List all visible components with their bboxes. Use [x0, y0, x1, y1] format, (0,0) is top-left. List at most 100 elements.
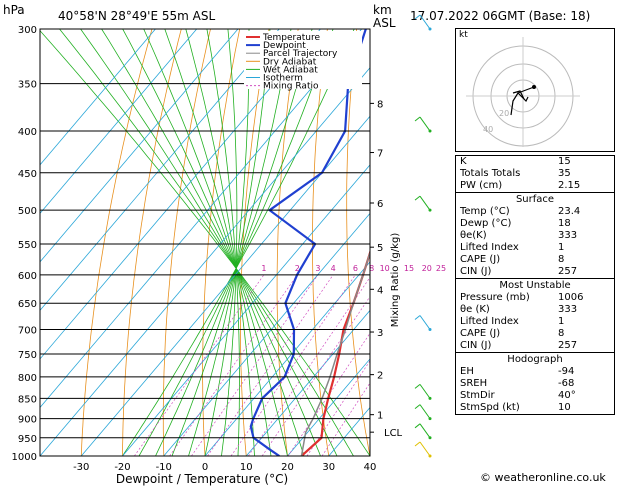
temperature-tick-label: 30 [322, 462, 335, 473]
wet-adiabat [171, 29, 292, 456]
index-value: 8 [558, 254, 565, 265]
wind-barb-flag [414, 195, 421, 201]
legend-label: Dry Adiabat [263, 57, 317, 67]
legend-label: Parcel Trajectory [263, 49, 338, 59]
index-label: Totals Totals [460, 168, 521, 179]
index-label: PW (cm) [460, 180, 503, 191]
pressure-tick-label: 700 [18, 326, 37, 337]
mixing-ratio-line [287, 332, 370, 456]
wind-barb-dot [428, 328, 432, 332]
index-row: Dewp (°C) 18 [456, 218, 614, 230]
isotherm [40, 29, 363, 409]
mixing-ratio-line [169, 274, 298, 456]
plot-area: 3003504004505005506006507007508008509009… [12, 14, 446, 473]
index-label: StmDir [460, 390, 495, 401]
mixing-ratio-label: 25 [436, 264, 446, 273]
mixing-ratio-label: 3 [315, 264, 320, 273]
wet-adiabat [188, 29, 271, 456]
wind-barb-flag [414, 441, 421, 447]
km-tick-label: 7 [377, 149, 383, 160]
index-row: StmSpd (kt) 10 [456, 402, 614, 414]
legend-label: Mixing Ratio [263, 82, 319, 92]
index-row: CIN (J) 257 [456, 340, 614, 352]
index-value: 1 [558, 316, 565, 327]
pressure-tick-label: 350 [18, 80, 37, 91]
series-line-parcel-trajectory [300, 250, 370, 456]
isotherm [122, 164, 370, 456]
pressure-tick-label: 550 [18, 240, 37, 251]
index-row: StmDir 40° [456, 390, 614, 402]
km-tick-label: 6 [377, 199, 383, 210]
index-value: -94 [558, 366, 575, 377]
index-label: Temp (°C) [460, 206, 510, 217]
mixing-ratio-label: 4 [331, 264, 336, 273]
hodograph-ring-label: 40 [483, 125, 493, 134]
temperature-tick-label: 20 [281, 462, 294, 473]
wind-barb [419, 195, 431, 211]
location-label: 40°58'N 28°49'E 55m ASL [58, 9, 215, 23]
wind-barb [419, 423, 431, 439]
temperature-tick-label: 0 [202, 462, 208, 473]
index-value: 2.15 [558, 180, 581, 191]
temperature-tick-label: 40 [364, 462, 377, 473]
datetime-label: 17.07.2022 06GMT (Base: 18) [410, 9, 590, 23]
temperature-tick-label: -10 [156, 462, 172, 473]
mixing-ratio-label: 15 [404, 264, 414, 273]
mixing-ratio-label: 8 [369, 264, 374, 273]
legend-box [244, 31, 362, 89]
wet-adiabat [80, 29, 338, 456]
wind-barb [419, 441, 431, 457]
index-row: Lifted Index 1 [456, 242, 614, 254]
wind-barb [419, 404, 431, 419]
hodograph-storm-vector [517, 86, 535, 94]
km-tick-label: 8 [377, 99, 383, 110]
mixing-ratio-line [207, 274, 334, 456]
hodograph-trace-2 [512, 90, 525, 100]
index-row: Totals Totals 35 [456, 168, 614, 180]
wet-adiabat [122, 29, 305, 456]
mixing-ratio-label: 6 [353, 264, 358, 273]
legend-label: Wet Adiabat [263, 65, 318, 75]
isotherm [40, 29, 280, 312]
isotherm [163, 212, 370, 456]
wind-barb-dot [428, 454, 432, 458]
wind-barb [419, 116, 431, 132]
height-unit-label: km [373, 3, 392, 17]
hodograph-panel: kt 20 40 [455, 28, 615, 152]
mixing-ratio-line [134, 274, 265, 456]
km-tick-label: 5 [377, 243, 383, 254]
isotherm [245, 309, 370, 456]
km-tick-label: 1 [377, 411, 383, 422]
pressure-tick-label: 950 [18, 434, 37, 445]
index-value: 40° [558, 390, 576, 401]
pressure-tick-label: 450 [18, 169, 37, 180]
mixing-ratio-line [261, 295, 370, 456]
wind-barb [419, 14, 431, 30]
wind-barb-flag [414, 315, 421, 320]
isotherm [287, 358, 370, 456]
pressure-tick-label: 1000 [12, 452, 37, 463]
section-title: Hodograph [456, 352, 614, 366]
index-value: 23.4 [558, 206, 581, 217]
isotherm [204, 261, 370, 456]
wet-adiabat [155, 29, 313, 456]
index-label: CIN (J) [460, 340, 492, 351]
mixing-ratio-label: 20 [422, 264, 432, 273]
dry-adiabat [346, 29, 370, 456]
wind-barb-flag [414, 423, 421, 429]
wet-adiabat [122, 29, 355, 456]
wind-barb-dot [428, 396, 432, 400]
index-value: -68 [558, 378, 575, 389]
index-value: 257 [558, 266, 578, 277]
mixing-ratio-line [191, 274, 319, 456]
index-value: 18 [558, 218, 571, 229]
mixing-ratio-axis-title: Mixing Ratio (g/kg) [390, 233, 401, 328]
index-row: Lifted Index 1 [456, 316, 614, 328]
index-label: CAPE (J) [460, 254, 501, 265]
km-tick-label: 4 [377, 285, 383, 296]
isotherm [40, 29, 198, 214]
temperature-tick-label: -20 [114, 462, 130, 473]
index-label: θe(K) [460, 230, 487, 241]
index-label: EH [460, 366, 474, 377]
dry-adiabat [240, 29, 270, 456]
